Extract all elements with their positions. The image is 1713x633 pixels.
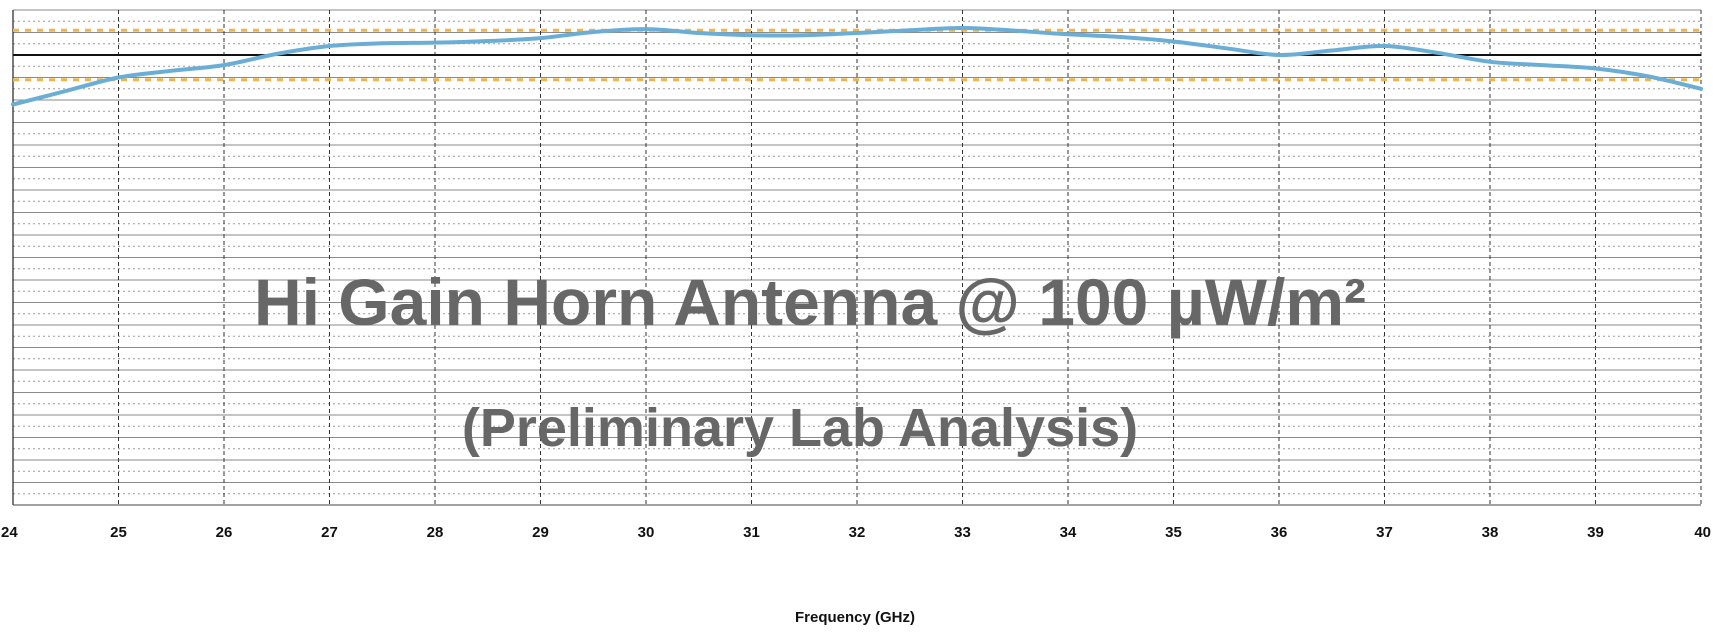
x-tick-label: 28: [427, 524, 444, 541]
x-tick-label: 34: [1060, 524, 1077, 541]
reference-lines: [13, 28, 1701, 82]
x-tick-label: 33: [954, 524, 971, 541]
x-tick-label: 40: [1694, 524, 1711, 541]
x-tick-label: 30: [638, 524, 655, 541]
x-tick-label: 32: [849, 524, 866, 541]
x-tick-label: 38: [1482, 524, 1499, 541]
x-tick-label: 29: [532, 524, 549, 541]
x-tick-label: 36: [1271, 524, 1288, 541]
x-tick-label: 27: [321, 524, 338, 541]
chart-subtitle: (Preliminary Lab Analysis): [462, 398, 1138, 458]
x-tick-label: 24: [1, 524, 18, 541]
vertical-gridlines: [118, 10, 1702, 505]
x-axis-title: Frequency (GHz): [795, 609, 915, 626]
x-tick-label: 39: [1587, 524, 1604, 541]
series-line: [11, 25, 1703, 107]
x-tick-label: 37: [1376, 524, 1393, 541]
x-tick-label: 26: [216, 524, 233, 541]
x-tick-label: 35: [1165, 524, 1182, 541]
chart-title: Hi Gain Horn Antenna @ 100 µW/m²: [254, 265, 1366, 339]
x-tick-labels: 24 25 26 27 28 29 30 31 32 33 34 35 36 37 38 39 40: [1, 524, 1711, 541]
x-tick-label: 31: [743, 524, 760, 541]
x-tick-label: 25: [110, 524, 127, 541]
